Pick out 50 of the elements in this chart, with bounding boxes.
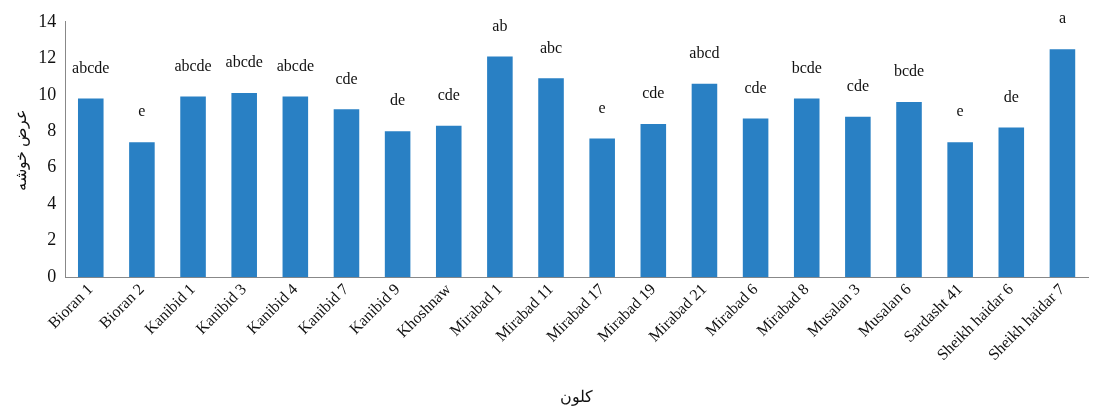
- bar: [1049, 49, 1076, 278]
- data-label: de: [390, 91, 406, 109]
- bar: [538, 78, 564, 278]
- data-label: abcd: [689, 44, 720, 62]
- data-label: bcde: [893, 62, 925, 80]
- data-label: abcde: [72, 58, 110, 76]
- data-label: abcde: [225, 53, 263, 71]
- bar: [282, 96, 309, 278]
- data-label: a: [1058, 9, 1066, 27]
- bar: [435, 125, 462, 278]
- y-tick-label: 4: [47, 192, 57, 213]
- bar: [77, 98, 104, 278]
- bar: [487, 56, 513, 278]
- bar: [845, 116, 871, 278]
- data-label: e: [956, 102, 964, 120]
- data-label: cde: [335, 69, 358, 87]
- bar: [742, 118, 769, 278]
- y-tick-label: 12: [38, 47, 57, 68]
- data-label: abcde: [276, 56, 314, 74]
- bar: [129, 142, 155, 278]
- data-label: cde: [642, 84, 665, 102]
- bar: [180, 96, 206, 278]
- bar: [231, 92, 257, 278]
- data-label: cde: [846, 76, 869, 94]
- y-tick-label: 6: [47, 156, 57, 177]
- bar: [589, 138, 615, 278]
- y-tick-label: 10: [38, 83, 57, 104]
- y-tick-label: 0: [47, 265, 57, 286]
- data-label: cde: [744, 78, 767, 96]
- x-axis-title: کلون: [560, 387, 594, 406]
- data-label: abcde: [174, 56, 212, 74]
- data-label: abc: [539, 38, 563, 56]
- data-label: bcde: [791, 58, 822, 76]
- data-label: de: [1003, 87, 1019, 105]
- bar: [384, 131, 411, 278]
- bar: [947, 142, 973, 278]
- data-label: e: [138, 102, 146, 120]
- bar: [691, 83, 718, 278]
- bar: [333, 109, 360, 278]
- y-tick-label: 2: [47, 229, 57, 250]
- y-axis-title: عرض خوشه: [11, 108, 30, 191]
- data-label: e: [598, 98, 606, 116]
- y-tick-label: 14: [38, 10, 57, 31]
- y-tick-label: 8: [47, 120, 57, 140]
- data-label: ab: [492, 16, 508, 34]
- bar: [896, 102, 922, 278]
- bar: [998, 127, 1025, 278]
- bar: [640, 123, 667, 278]
- bar: [793, 98, 820, 278]
- data-label: cde: [437, 85, 460, 103]
